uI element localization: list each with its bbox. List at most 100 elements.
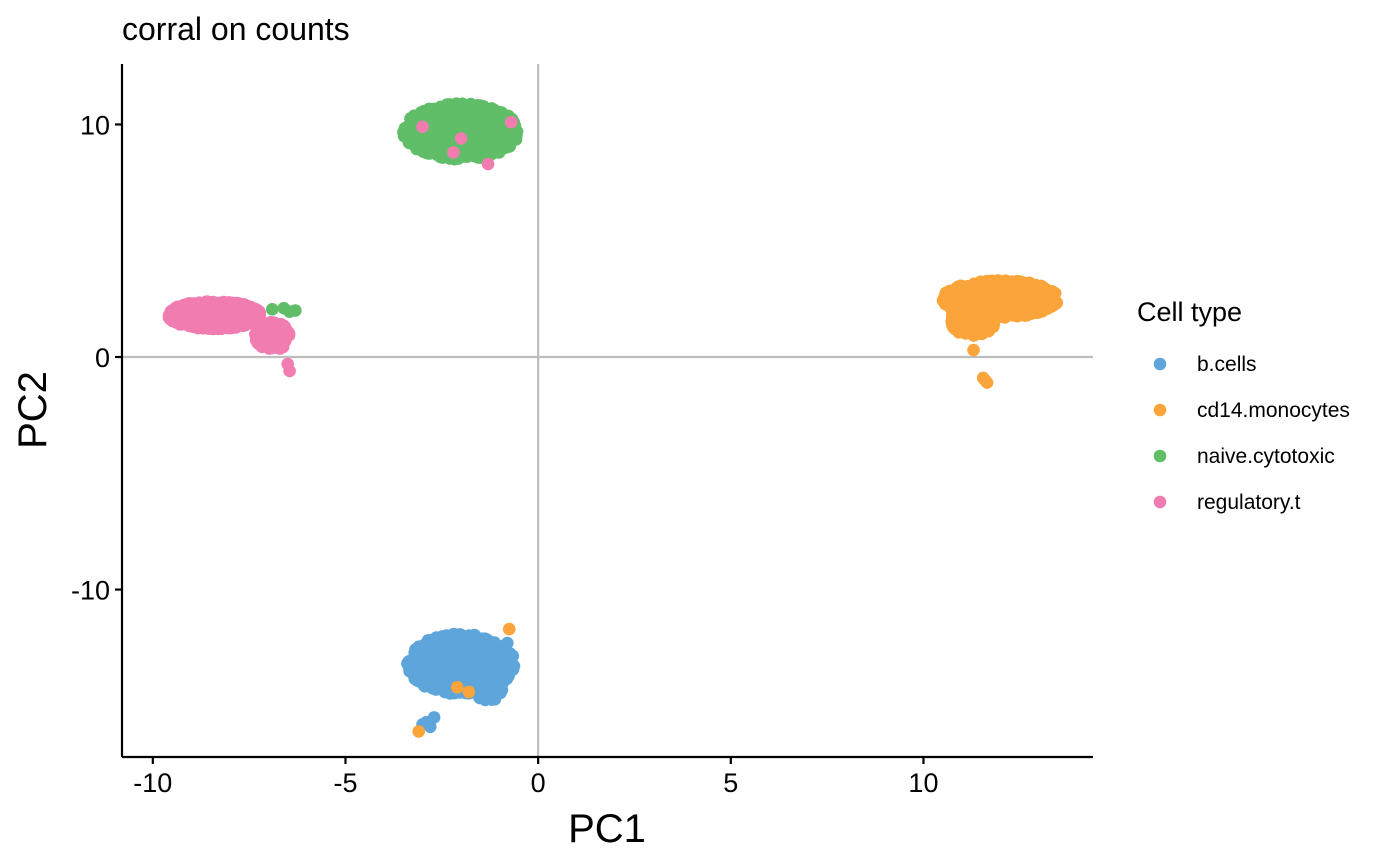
data-point bbox=[953, 315, 966, 329]
y-tick-label: -10 bbox=[71, 576, 110, 606]
data-point bbox=[971, 281, 984, 294]
data-point bbox=[438, 109, 452, 122]
data-point bbox=[447, 146, 460, 159]
series-b-cells bbox=[401, 627, 521, 707]
data-point bbox=[502, 622, 516, 636]
data-point bbox=[450, 680, 464, 694]
legend-label: b.cells bbox=[1197, 353, 1257, 376]
data-point bbox=[212, 314, 226, 327]
data-point bbox=[398, 127, 412, 141]
data-point bbox=[201, 318, 215, 332]
data-point bbox=[417, 678, 431, 692]
data-point bbox=[476, 141, 490, 154]
y-axis-title: PC2 bbox=[11, 371, 55, 449]
data-point bbox=[504, 660, 518, 673]
data-point bbox=[481, 157, 495, 171]
data-point bbox=[503, 647, 517, 660]
series-b-cells-points bbox=[416, 636, 518, 734]
legend-item: naive.cytotoxic bbox=[1153, 445, 1335, 468]
data-point bbox=[463, 646, 476, 660]
data-point bbox=[976, 371, 990, 385]
data-point bbox=[988, 310, 1001, 324]
data-point bbox=[416, 120, 429, 134]
legend-key bbox=[1153, 495, 1167, 509]
ticks-layer: -10 -5 0 5 10 -10 0 10 bbox=[71, 110, 939, 798]
data-point bbox=[504, 115, 518, 129]
data-point bbox=[425, 668, 439, 681]
data-point bbox=[412, 725, 425, 738]
data-point bbox=[414, 106, 428, 119]
legend-label: regulatory.t bbox=[1197, 491, 1301, 514]
data-point bbox=[476, 657, 490, 671]
series-cd14-monocytes bbox=[936, 274, 1064, 342]
data-point bbox=[426, 633, 440, 647]
legend-key bbox=[1153, 357, 1167, 371]
legend-title: Cell type bbox=[1137, 297, 1242, 327]
data-point bbox=[231, 298, 244, 311]
data-point bbox=[459, 101, 472, 115]
data-point bbox=[1016, 292, 1030, 306]
x-tick-label: 5 bbox=[723, 768, 738, 798]
data-point bbox=[484, 675, 498, 689]
data-point bbox=[1021, 304, 1035, 318]
y-tick-label: 10 bbox=[80, 110, 110, 140]
data-point bbox=[435, 119, 449, 132]
series-naive-cytotoxic-points bbox=[265, 301, 302, 318]
data-point bbox=[1048, 297, 1061, 311]
data-point bbox=[998, 299, 1011, 312]
data-point bbox=[437, 129, 451, 142]
x-tick-label: -10 bbox=[133, 768, 172, 798]
data-point bbox=[245, 302, 258, 316]
legend-label: cd14.monocytes bbox=[1197, 399, 1350, 422]
data-point bbox=[487, 107, 501, 121]
data-point bbox=[1024, 279, 1038, 293]
data-point bbox=[405, 665, 419, 678]
series-regulatory-t-points bbox=[281, 115, 518, 378]
data-point bbox=[452, 661, 466, 675]
data-point bbox=[265, 341, 278, 355]
data-point bbox=[177, 316, 190, 330]
data-point bbox=[204, 308, 217, 321]
x-tick-label: 0 bbox=[531, 768, 546, 798]
series-regulatory-t bbox=[162, 295, 296, 355]
y-tick-label: 0 bbox=[95, 343, 110, 373]
data-point bbox=[1015, 280, 1029, 293]
x-tick-label: 10 bbox=[908, 768, 938, 798]
series-naive-cytotoxic bbox=[397, 97, 524, 166]
data-point bbox=[470, 676, 484, 689]
data-point bbox=[237, 319, 251, 332]
data-point bbox=[494, 131, 507, 144]
data-point bbox=[474, 640, 487, 653]
data-point bbox=[281, 357, 294, 371]
legend-item: cd14.monocytes bbox=[1153, 399, 1350, 422]
data-point bbox=[411, 642, 424, 656]
data-point bbox=[501, 636, 514, 650]
legend-item: b.cells bbox=[1153, 353, 1257, 376]
data-point bbox=[426, 125, 440, 138]
data-point bbox=[435, 679, 448, 693]
data-point bbox=[433, 652, 446, 665]
data-point bbox=[949, 282, 963, 295]
data-point bbox=[229, 310, 243, 324]
data-point bbox=[436, 630, 449, 643]
data-point bbox=[1009, 304, 1023, 318]
data-point bbox=[265, 303, 279, 316]
data-point bbox=[447, 627, 461, 641]
data-point bbox=[485, 122, 498, 135]
points-layer bbox=[122, 64, 1093, 757]
legend-key bbox=[1153, 403, 1167, 417]
legend: b.cells cd14.monocytes naive.cytotoxic regu… bbox=[1153, 353, 1350, 514]
data-point bbox=[283, 305, 296, 318]
data-point bbox=[976, 306, 990, 320]
data-point bbox=[960, 298, 974, 312]
data-point bbox=[418, 658, 431, 671]
data-point bbox=[462, 685, 476, 699]
data-point bbox=[165, 307, 178, 321]
data-point bbox=[216, 301, 230, 315]
data-point bbox=[484, 638, 498, 652]
data-point bbox=[193, 302, 206, 315]
chart-title: corral on counts bbox=[122, 11, 350, 47]
legend-label: naive.cytotoxic bbox=[1197, 445, 1335, 468]
